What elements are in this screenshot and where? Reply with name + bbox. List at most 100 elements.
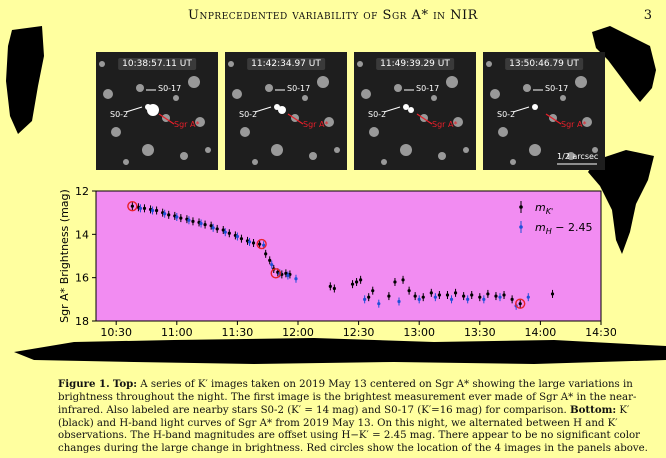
k-band-point — [227, 231, 231, 235]
k-band-point — [401, 278, 405, 282]
k-band-point — [268, 258, 272, 262]
red-circle-marker — [256, 238, 267, 250]
star-field-image — [357, 61, 469, 165]
page-number: 3 — [643, 8, 652, 23]
label-s0-17: S0-17 — [287, 84, 311, 93]
legend-label: mH − 2.45 — [535, 221, 592, 236]
k-band-point — [413, 294, 417, 298]
k-band-point — [470, 293, 474, 297]
k-band-point — [359, 278, 363, 282]
h-band-point — [498, 295, 502, 299]
h-band-point — [211, 226, 215, 230]
h-band-point — [138, 206, 143, 210]
light-curve-svg: 10:30 11:00 11:30 12:00 12:30 13:00 13:30 14:00… — [58, 185, 617, 354]
x-tick-label: 10:30 — [100, 326, 132, 339]
k-band-point — [407, 289, 411, 293]
image-panel-4: 13:50:46.79 UT S0-17 S0-2 Sgr A* 1/2 arc… — [483, 52, 605, 170]
legend-label: mK' — [535, 201, 553, 216]
x-tick-label: 13:00 — [403, 326, 435, 339]
k-band-point — [239, 237, 244, 241]
x-tick-label: 14:00 — [525, 326, 557, 339]
h-band-point — [175, 215, 179, 219]
h-band-point — [433, 295, 437, 299]
k-band-point — [258, 242, 262, 246]
k-band-point — [445, 293, 450, 297]
image-panel-1: 10:38:57.11 UT S0-17 S0-2 Sgr A* — [96, 52, 218, 170]
panel-timestamp: 13:50:46.79 UT — [505, 58, 583, 70]
k-band-point — [486, 292, 490, 296]
x-tick-label: 14:30 — [585, 326, 616, 339]
h-band-point — [270, 263, 274, 267]
k-band-point — [367, 295, 371, 299]
y-tick-label: 18 — [75, 315, 89, 328]
k-band-point — [437, 293, 441, 297]
h-band-point — [294, 277, 298, 281]
x-tick-label: 13:30 — [464, 326, 496, 339]
scale-bar-label: 1/2 arcsec — [557, 152, 599, 161]
k-band-point — [350, 282, 355, 286]
x-tick-label: 12:00 — [282, 326, 314, 339]
label-sgr-a: Sgr A* — [174, 120, 200, 129]
label-s0-17: S0-17 — [158, 84, 182, 93]
h-band-point — [286, 273, 290, 278]
h-band-point — [397, 299, 401, 304]
k-band-point — [550, 292, 555, 296]
k-band-point — [453, 291, 458, 295]
image-panel-3: 11:49:39.29 UT S0-17 S0-2 Sgr A* — [354, 52, 476, 170]
panel-timestamp: 11:42:34.97 UT — [247, 58, 325, 70]
redaction-blob-left — [6, 26, 44, 134]
k-band-point — [284, 271, 288, 275]
k-band-point — [478, 295, 482, 299]
star-field-image — [486, 61, 598, 165]
h-band-point — [417, 297, 421, 301]
h-band-point — [247, 240, 252, 244]
x-axis-label: 2019-05-13 Observation Time (UT) — [248, 340, 448, 354]
label-sgr-a: Sgr A* — [561, 120, 587, 129]
figure-caption: Figure 1. Top: A series of K′ images tak… — [58, 378, 658, 456]
y-axis-label: Sgr A* Brightness (mag) — [58, 189, 71, 323]
figure-label: Figure 1. — [58, 378, 110, 390]
h-band-point — [466, 297, 470, 301]
k-band-point — [429, 291, 433, 295]
h-band-point — [163, 212, 167, 216]
label-s0-2: S0-2 — [110, 110, 129, 119]
image-panel-2: 11:42:34.97 UT S0-17 S0-2 Sgr A* — [225, 52, 347, 170]
k-band-point — [203, 222, 207, 227]
redaction-blob-right-mid — [588, 150, 654, 254]
k-band-point — [264, 252, 268, 256]
k-band-point — [167, 213, 171, 217]
h-band-point — [262, 243, 266, 247]
plot-area — [95, 190, 602, 322]
k-band-point — [221, 228, 225, 232]
legend-marker — [519, 205, 523, 209]
caption-bottom-label: Bottom: — [570, 404, 617, 417]
red-circle-marker — [270, 268, 281, 279]
k-band-point — [328, 284, 332, 288]
redaction-blob-bottom — [14, 338, 666, 364]
k-band-point — [215, 227, 219, 231]
k-band-point — [332, 286, 336, 291]
k-band-point — [130, 204, 134, 208]
h-band-point — [235, 234, 239, 239]
k-band-point — [518, 302, 522, 306]
k-band-point — [191, 219, 195, 223]
label-s0-2: S0-2 — [239, 110, 258, 119]
k-band-point — [251, 241, 256, 245]
k-band-point — [371, 289, 375, 293]
label-s0-17: S0-17 — [416, 84, 440, 93]
x-tick-label: 12:30 — [343, 326, 375, 339]
x-tick-label: 11:00 — [161, 326, 193, 339]
caption-top-text: A series of K′ images taken on 2019 May … — [58, 379, 637, 417]
y-tick-label: 12 — [75, 185, 89, 198]
k-band-point — [209, 224, 213, 228]
h-band-point — [449, 297, 454, 301]
k-band-point — [179, 216, 183, 220]
k-band-point — [494, 294, 498, 298]
k-band-point — [155, 208, 159, 213]
label-s0-17: S0-17 — [545, 84, 569, 93]
star-field-image — [99, 61, 211, 165]
k-band-point — [510, 297, 514, 301]
h-band-point — [199, 221, 203, 226]
h-band-point — [187, 218, 191, 222]
red-circle-marker — [515, 298, 526, 309]
